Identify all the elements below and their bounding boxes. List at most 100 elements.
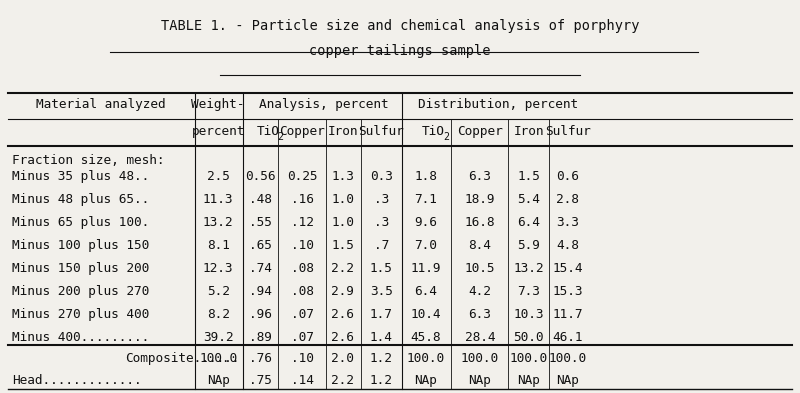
Text: Copper: Copper: [457, 125, 503, 138]
Text: Analysis, percent: Analysis, percent: [259, 98, 389, 111]
Text: .3: .3: [374, 216, 389, 229]
Text: 2.8: 2.8: [556, 193, 579, 206]
Text: .08: .08: [290, 262, 314, 275]
Text: Minus 270 plus 400: Minus 270 plus 400: [12, 308, 149, 321]
Text: 1.7: 1.7: [370, 308, 393, 321]
Text: Minus 100 plus 150: Minus 100 plus 150: [12, 239, 149, 252]
Text: 1.4: 1.4: [370, 331, 393, 344]
Text: 100.0: 100.0: [407, 353, 445, 365]
Text: .10: .10: [290, 239, 314, 252]
Text: 6.4: 6.4: [517, 216, 540, 229]
Text: 100.0: 100.0: [461, 353, 499, 365]
Text: 39.2: 39.2: [203, 331, 234, 344]
Text: 1.0: 1.0: [331, 193, 354, 206]
Text: 2: 2: [278, 132, 284, 142]
Text: .74: .74: [249, 262, 272, 275]
Text: 13.2: 13.2: [514, 262, 544, 275]
Text: 6.3: 6.3: [469, 169, 491, 182]
Text: 18.9: 18.9: [465, 193, 495, 206]
Text: 15.4: 15.4: [553, 262, 583, 275]
Text: Sulfur: Sulfur: [545, 125, 590, 138]
Text: 11.7: 11.7: [553, 308, 583, 321]
Text: Head.............: Head.............: [12, 374, 142, 387]
Text: 0.6: 0.6: [556, 169, 579, 182]
Text: Minus 400.........: Minus 400.........: [12, 331, 149, 344]
Text: copper tailings sample: copper tailings sample: [310, 44, 490, 59]
Text: 0.3: 0.3: [370, 169, 393, 182]
Text: 1.3: 1.3: [331, 169, 354, 182]
Text: 2.2: 2.2: [331, 374, 354, 387]
Text: NAp: NAp: [414, 374, 438, 387]
Text: Weight-: Weight-: [191, 98, 245, 111]
Text: 45.8: 45.8: [410, 331, 441, 344]
Text: 100.0: 100.0: [510, 353, 548, 365]
Text: 3.3: 3.3: [556, 216, 579, 229]
Text: .76: .76: [249, 353, 272, 365]
Text: 4.8: 4.8: [556, 239, 579, 252]
Text: NAp: NAp: [517, 374, 540, 387]
Text: .08: .08: [290, 285, 314, 298]
Text: 16.8: 16.8: [465, 216, 495, 229]
Text: 1.2: 1.2: [370, 374, 393, 387]
Text: .14: .14: [290, 374, 314, 387]
Text: 5.9: 5.9: [517, 239, 540, 252]
Text: Copper: Copper: [279, 125, 325, 138]
Text: 9.6: 9.6: [414, 216, 438, 229]
Text: 10.3: 10.3: [514, 308, 544, 321]
Text: 2.9: 2.9: [331, 285, 354, 298]
Text: 100.0: 100.0: [199, 353, 237, 365]
Text: Composite......: Composite......: [125, 353, 239, 365]
Text: .65: .65: [249, 239, 272, 252]
Text: .55: .55: [249, 216, 272, 229]
Text: 8.1: 8.1: [206, 239, 230, 252]
Text: Material analyzed: Material analyzed: [37, 98, 166, 111]
Text: 12.3: 12.3: [203, 262, 234, 275]
Text: .89: .89: [249, 331, 272, 344]
Text: 1.5: 1.5: [331, 239, 354, 252]
Text: .48: .48: [249, 193, 272, 206]
Text: 1.8: 1.8: [414, 169, 438, 182]
Text: 2.0: 2.0: [331, 353, 354, 365]
Text: Fraction size, mesh:: Fraction size, mesh:: [12, 154, 165, 167]
Text: TiO: TiO: [422, 125, 445, 138]
Text: 10.4: 10.4: [410, 308, 441, 321]
Text: Minus 65 plus 100.: Minus 65 plus 100.: [12, 216, 149, 229]
Text: Iron: Iron: [327, 125, 358, 138]
Text: 1.5: 1.5: [370, 262, 393, 275]
Text: 8.2: 8.2: [206, 308, 230, 321]
Text: TABLE 1. - Particle size and chemical analysis of porphyry: TABLE 1. - Particle size and chemical an…: [161, 19, 639, 33]
Text: 2.6: 2.6: [331, 331, 354, 344]
Text: NAp: NAp: [206, 374, 230, 387]
Text: NAp: NAp: [556, 374, 579, 387]
Text: percent: percent: [191, 125, 245, 138]
Text: 7.0: 7.0: [414, 239, 438, 252]
Text: 5.2: 5.2: [206, 285, 230, 298]
Text: 6.4: 6.4: [414, 285, 438, 298]
Text: .75: .75: [249, 374, 272, 387]
Text: 46.1: 46.1: [553, 331, 583, 344]
Text: 2: 2: [443, 132, 449, 142]
Text: 5.4: 5.4: [517, 193, 540, 206]
Text: Minus 35 plus 48..: Minus 35 plus 48..: [12, 169, 149, 182]
Text: Iron: Iron: [514, 125, 544, 138]
Text: 7.1: 7.1: [414, 193, 438, 206]
Text: .16: .16: [290, 193, 314, 206]
Text: 0.56: 0.56: [245, 169, 276, 182]
Text: TiO: TiO: [257, 125, 279, 138]
Text: 8.4: 8.4: [469, 239, 491, 252]
Text: 100.0: 100.0: [549, 353, 587, 365]
Text: .7: .7: [374, 239, 389, 252]
Text: 3.5: 3.5: [370, 285, 393, 298]
Text: .96: .96: [249, 308, 272, 321]
Text: Distribution, percent: Distribution, percent: [418, 98, 578, 111]
Text: .3: .3: [374, 193, 389, 206]
Text: .07: .07: [290, 331, 314, 344]
Text: 1.0: 1.0: [331, 216, 354, 229]
Text: 6.3: 6.3: [469, 308, 491, 321]
Text: 0.25: 0.25: [286, 169, 318, 182]
Text: 15.3: 15.3: [553, 285, 583, 298]
Text: 28.4: 28.4: [465, 331, 495, 344]
Text: .94: .94: [249, 285, 272, 298]
Text: Minus 150 plus 200: Minus 150 plus 200: [12, 262, 149, 275]
Text: .07: .07: [290, 308, 314, 321]
